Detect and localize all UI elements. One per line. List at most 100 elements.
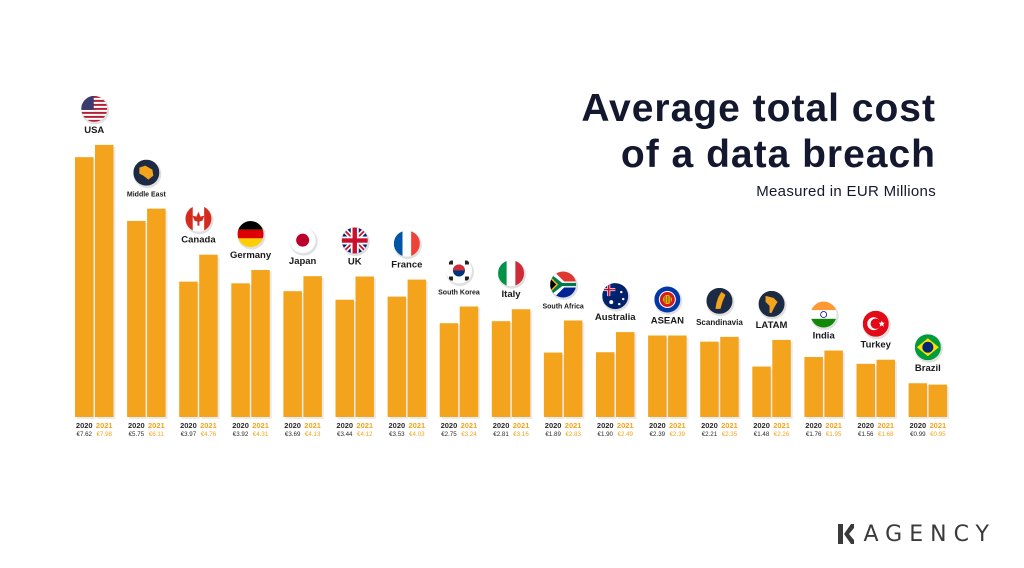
trigram <box>448 276 453 281</box>
year-label-2021: 2021 <box>356 421 373 430</box>
bar-group: 2020 2021€1.56 €1.68 Turkey <box>856 310 897 438</box>
category-label: Canada <box>181 235 216 246</box>
category-label: Australia <box>595 312 636 323</box>
year-label-2021: 2021 <box>96 421 113 430</box>
value-label-2021: €4.12 <box>357 431 373 438</box>
value-label-2020: €1.76 <box>806 431 822 438</box>
year-label-2020: 2020 <box>389 421 406 430</box>
bar-group: 2020 2021€1.90 €2.49 Australia <box>595 283 637 438</box>
map-shape <box>139 165 154 180</box>
triangle-black <box>550 278 557 291</box>
icon-face <box>445 257 472 284</box>
bar-group: 2020 2021€3.97 €4.76 Canada <box>179 205 220 438</box>
year-label-2021: 2021 <box>930 421 947 430</box>
brazil-flag-icon <box>914 334 943 363</box>
title-line-1: Average total cost <box>581 87 936 130</box>
icon-face <box>862 310 889 337</box>
stripe <box>81 103 108 106</box>
icon-part <box>498 260 507 287</box>
category-label: South Korea <box>438 290 480 297</box>
value-label-2020: €3.92 <box>233 431 249 438</box>
bar-2020 <box>700 341 719 417</box>
bar-group: 2020 2021€3.92 €4.31 Germany <box>230 221 272 438</box>
category-label: ASEAN <box>651 316 684 327</box>
stripe <box>81 95 108 98</box>
year-label-2020: 2020 <box>857 421 874 430</box>
bar-2021 <box>511 309 531 417</box>
bar-2020 <box>648 335 667 417</box>
bar-2020 <box>283 291 302 417</box>
bar-2020 <box>387 296 407 417</box>
value-label-2020: €1.56 <box>858 431 874 438</box>
bar-2020 <box>75 157 94 417</box>
icon-face <box>81 95 108 122</box>
trigram <box>464 276 469 281</box>
icon-part <box>411 230 420 257</box>
year-label-2021: 2021 <box>200 421 217 430</box>
year-label-2021: 2021 <box>409 421 426 430</box>
value-label-2021: €3.16 <box>513 431 529 438</box>
rice-stalk <box>668 296 670 304</box>
icon-face <box>237 221 264 248</box>
icon-face <box>185 205 212 232</box>
bar-2021 <box>199 254 218 417</box>
category-label: India <box>813 331 836 342</box>
year-label-2021: 2021 <box>617 421 634 430</box>
bar-group: 2020 2021€7.62 €7.98 USA <box>75 95 116 438</box>
icon-face <box>914 334 941 361</box>
bar-2020 <box>127 220 146 417</box>
bar-2021 <box>355 276 374 417</box>
bar-group: 2020 2021 €3.53 €4.03 France <box>387 230 429 438</box>
star <box>609 300 614 305</box>
category-label: LATAM <box>756 320 788 331</box>
bar-2020 <box>908 383 928 417</box>
stripe <box>81 119 108 122</box>
value-label-2021: €3.24 <box>461 431 477 438</box>
value-label-2020: €2.81 <box>493 431 509 438</box>
bar-2021 <box>147 208 166 417</box>
k-logo-icon <box>837 524 854 544</box>
icon-face <box>393 230 420 257</box>
star <box>618 302 621 306</box>
south-africa-flag-icon <box>550 271 579 300</box>
india-flag-icon <box>810 301 839 331</box>
category-label: Brazil <box>915 363 941 374</box>
value-label-2020: €1.89 <box>545 431 561 438</box>
value-label-2021: €2.39 <box>670 431 686 438</box>
stripe <box>81 99 108 102</box>
year-label-2021: 2021 <box>461 421 478 430</box>
year-label-2021: 2021 <box>148 421 165 430</box>
germany-flag-icon <box>237 221 266 250</box>
value-label-2020: €3.97 <box>181 431 197 438</box>
year-label-2020: 2020 <box>805 421 822 430</box>
value-label-2021: €1.95 <box>826 431 842 438</box>
icon-part <box>204 205 212 232</box>
south-korea-flag-icon <box>445 257 474 287</box>
year-label-2020: 2020 <box>649 421 666 430</box>
uk-flag-icon <box>341 227 370 257</box>
icon-face <box>550 271 577 298</box>
year-label-2020: 2020 <box>128 421 145 430</box>
category-label: Scandinavia <box>696 318 743 327</box>
bar-2021 <box>407 279 427 417</box>
bar-group: 2020 2021€2.39 €2.39 ASEAN <box>648 286 689 438</box>
year-label-2020: 2020 <box>336 421 353 430</box>
year-label-2020: 2020 <box>753 421 770 430</box>
value-label-2020: €3.53 <box>389 431 405 438</box>
canton <box>81 95 94 110</box>
category-label: UK <box>348 257 362 268</box>
bar-2020 <box>179 281 198 417</box>
category-label: Italy <box>502 289 522 300</box>
icon-part <box>185 205 193 232</box>
bar-group: 2020 2021 €1.89 €2.83 South Africa <box>542 271 585 438</box>
bar-group: 2020 2021€3.69 €4.13 Japan <box>283 227 324 438</box>
icon-face <box>133 159 160 186</box>
rice-stalk <box>670 296 671 304</box>
category-label: USA <box>84 125 104 136</box>
bar-group: 2020 2021€5.75 €6.11 Middle East <box>127 159 168 438</box>
bar-group: 2020 2021 €0.99 €0.95 Brazil <box>908 334 950 438</box>
category-label: Japan <box>289 256 317 267</box>
bar-2021 <box>928 384 948 417</box>
bar-group: 2020 2021€2.21 €2.35 Scandinavia <box>696 287 743 438</box>
